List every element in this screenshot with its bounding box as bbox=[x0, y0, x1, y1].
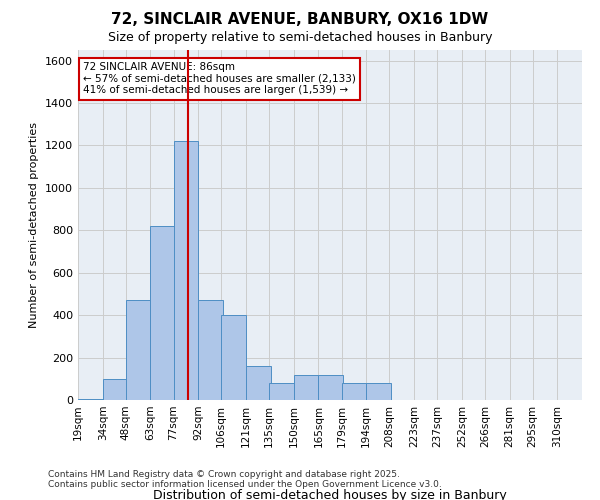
Bar bbox=[246, 366, 271, 400]
Text: Contains HM Land Registry data © Crown copyright and database right 2025.
Contai: Contains HM Land Registry data © Crown c… bbox=[48, 470, 442, 489]
Text: 72 SINCLAIR AVENUE: 86sqm
← 57% of semi-detached houses are smaller (2,133)
41% : 72 SINCLAIR AVENUE: 86sqm ← 57% of semi-… bbox=[83, 62, 356, 96]
Bar bbox=[341, 383, 366, 400]
Y-axis label: Number of semi-detached properties: Number of semi-detached properties bbox=[29, 122, 40, 328]
Bar bbox=[221, 315, 246, 400]
Bar bbox=[198, 300, 223, 400]
Bar bbox=[126, 300, 151, 400]
Bar bbox=[366, 383, 391, 400]
Bar bbox=[173, 141, 198, 400]
Text: Size of property relative to semi-detached houses in Banbury: Size of property relative to semi-detach… bbox=[108, 31, 492, 44]
Bar bbox=[103, 379, 127, 400]
Bar bbox=[294, 374, 319, 400]
Bar bbox=[78, 399, 103, 400]
X-axis label: Distribution of semi-detached houses by size in Banbury: Distribution of semi-detached houses by … bbox=[153, 488, 507, 500]
Bar bbox=[151, 226, 175, 400]
Text: 72, SINCLAIR AVENUE, BANBURY, OX16 1DW: 72, SINCLAIR AVENUE, BANBURY, OX16 1DW bbox=[112, 12, 488, 28]
Bar bbox=[319, 374, 343, 400]
Bar bbox=[269, 383, 294, 400]
